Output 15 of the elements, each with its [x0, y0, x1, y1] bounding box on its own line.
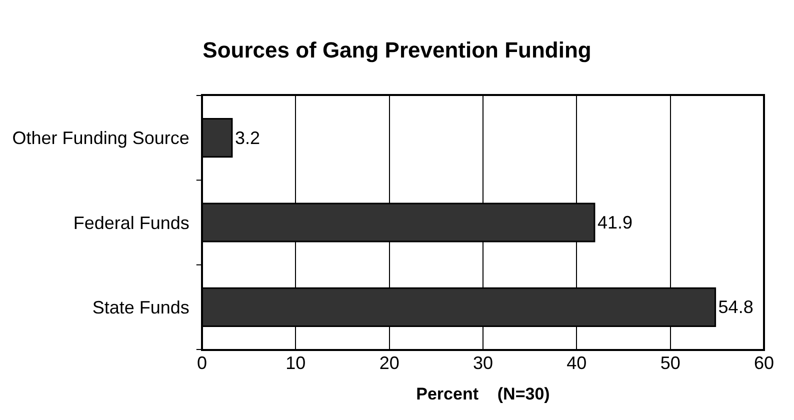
x-tick-label: 40: [566, 353, 587, 373]
x-tick-label: 0: [196, 353, 208, 373]
x-axis-title: Percent (N=30): [416, 384, 550, 404]
x-tick-label: 30: [472, 353, 494, 373]
data-label: 3.2: [234, 128, 260, 148]
x-tick-label: 20: [379, 353, 400, 373]
data-label: 54.8: [718, 297, 754, 318]
y-tick-label: Other Funding Source: [12, 128, 190, 148]
x-tick-label: 10: [286, 353, 306, 373]
chart-title: Sources of Gang Prevention Funding: [202, 37, 592, 62]
y-tick-label: State Funds: [92, 297, 190, 318]
data-label: 41.9: [597, 212, 633, 232]
y-tick-label: Federal Funds: [73, 212, 190, 233]
x-tick-label: 50: [660, 353, 680, 373]
x-tick-label: 60: [754, 353, 774, 373]
